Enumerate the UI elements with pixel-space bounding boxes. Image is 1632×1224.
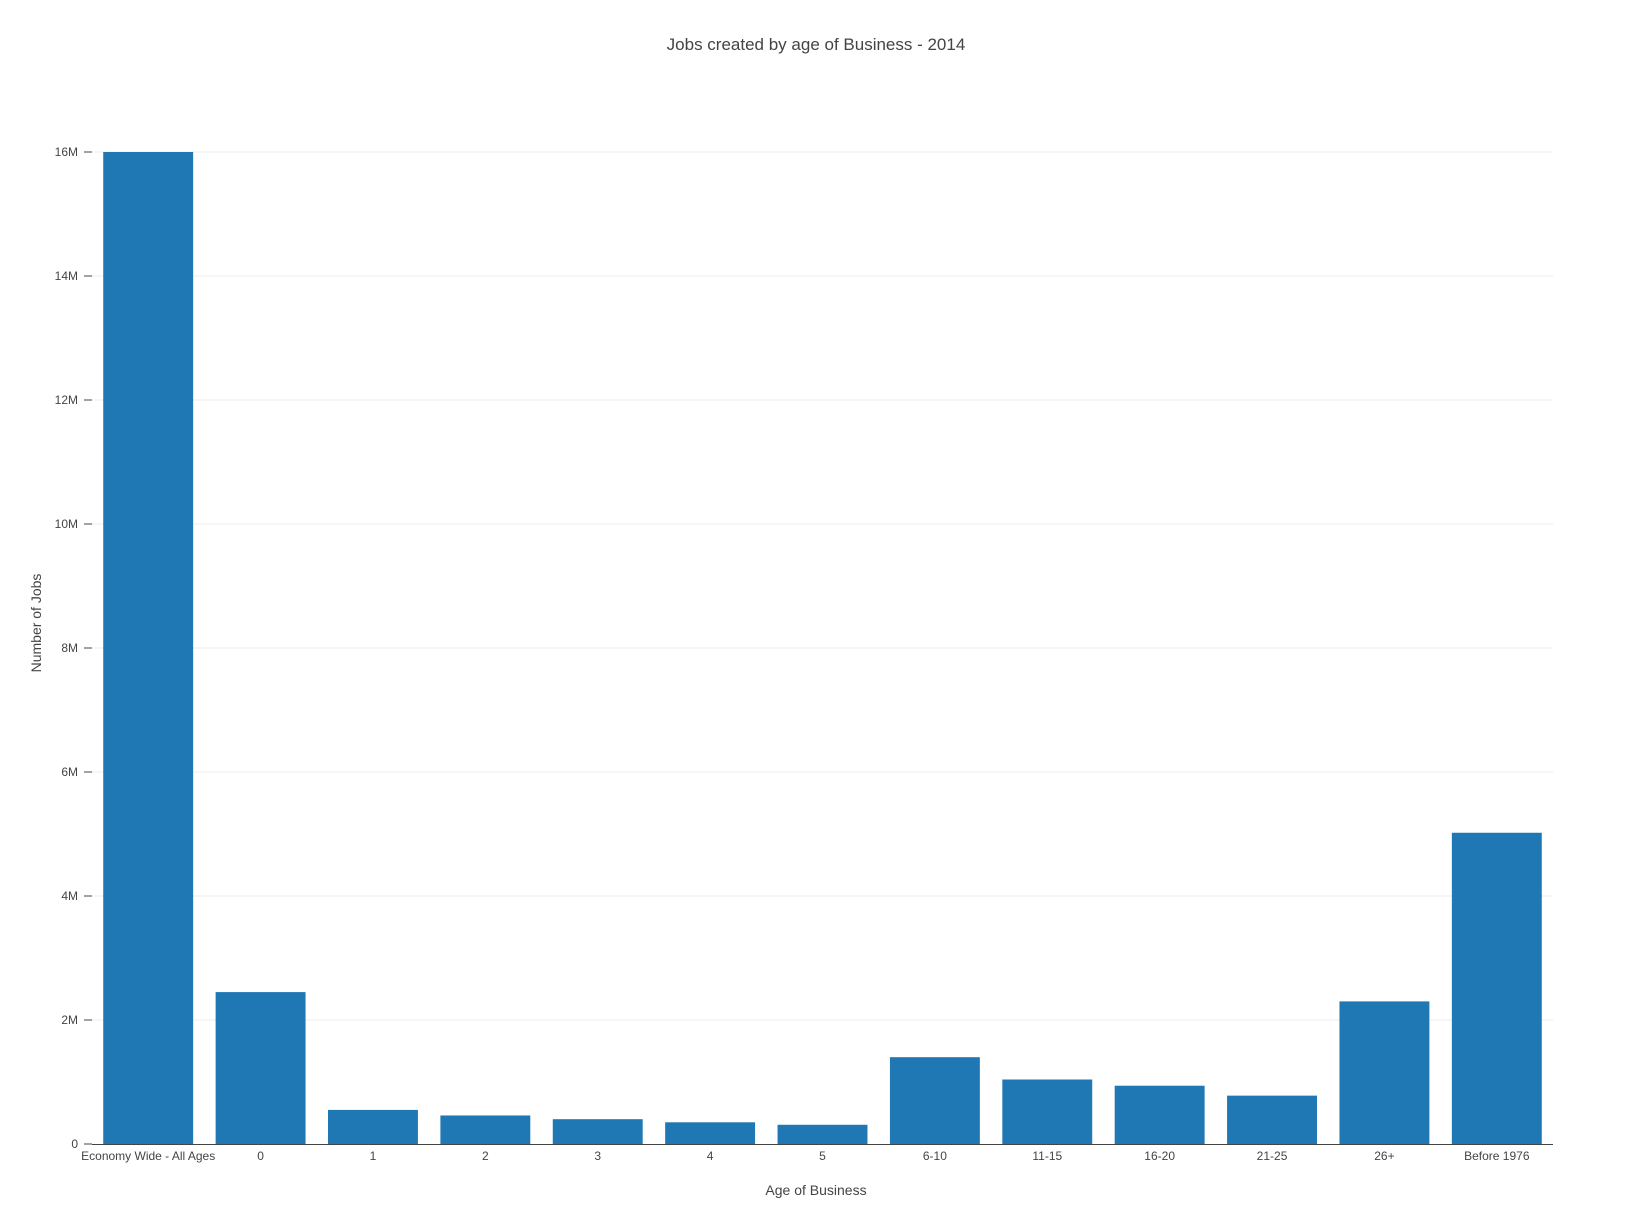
bar-5 [665, 1122, 756, 1144]
bar-1 [215, 992, 306, 1144]
y-tick-label: 6M [61, 765, 78, 779]
bar-0 [103, 152, 194, 1144]
x-tick-label: 21-25 [1257, 1149, 1288, 1163]
bar-3 [440, 1115, 531, 1144]
x-tick-label: Economy Wide - All Ages [81, 1149, 215, 1163]
x-tick-label: 16-20 [1144, 1149, 1175, 1163]
x-tick-label: 1 [370, 1149, 377, 1163]
x-tick-label: 6-10 [923, 1149, 947, 1163]
x-tick-label: 4 [707, 1149, 714, 1163]
chart-title: Jobs created by age of Business - 2014 [667, 35, 966, 54]
y-tick-label: 16M [55, 145, 78, 159]
y-tick-label: 0 [71, 1137, 78, 1151]
y-tick-label: 4M [61, 889, 78, 903]
bar-2 [328, 1109, 418, 1144]
bar-4 [552, 1119, 643, 1144]
x-axis-title: Age of Business [765, 1182, 866, 1198]
x-tick-label: 0 [257, 1149, 264, 1163]
bar-6 [777, 1124, 868, 1144]
bars [103, 152, 1542, 1144]
y-tick-label: 12M [55, 393, 78, 407]
y-axis-title: Number of Jobs [28, 574, 44, 673]
x-tick-label: Before 1976 [1464, 1149, 1530, 1163]
y-axis-ticks: 0 2M 4M 6M 8M 10M 12M 14M 16M [55, 145, 92, 1151]
x-tick-label: 11-15 [1032, 1149, 1062, 1163]
bar-11 [1339, 1001, 1430, 1144]
y-tick-label: 8M [61, 641, 78, 655]
bar-12 [1451, 832, 1542, 1144]
bar-7 [889, 1057, 980, 1144]
y-tick-label: 2M [61, 1013, 78, 1027]
y-tick-label: 14M [55, 269, 78, 283]
grid [92, 151, 1553, 1021]
bar-8 [1002, 1079, 1093, 1144]
x-axis-ticks: Economy Wide - All Ages 0 1 2 3 4 5 6-10 11-15 16… [81, 1149, 1530, 1163]
x-tick-label: 26+ [1374, 1149, 1394, 1163]
x-tick-label: 5 [819, 1149, 826, 1163]
y-tick-label: 10M [55, 517, 78, 531]
x-tick-label: 3 [594, 1149, 601, 1163]
x-tick-label: 2 [482, 1149, 489, 1163]
bar-9 [1114, 1085, 1205, 1144]
bar-10 [1227, 1095, 1317, 1144]
